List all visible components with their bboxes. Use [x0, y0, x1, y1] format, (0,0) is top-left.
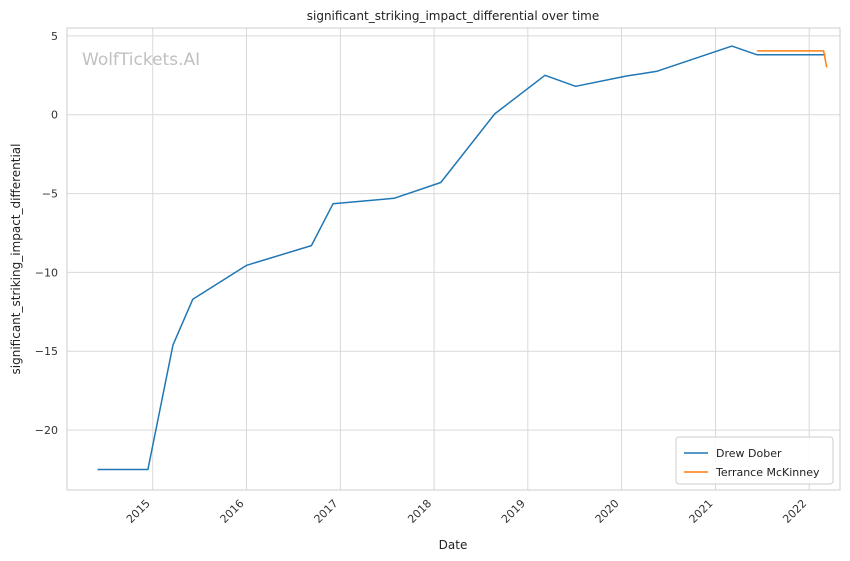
y-axis-label: significant_striking_impact_differential — [9, 144, 23, 375]
legend-label-terrance-mckinney: Terrance McKinney — [715, 466, 820, 479]
y-tick-label: −10 — [35, 266, 58, 279]
x-tick-label: 2018 — [405, 497, 434, 526]
y-axis-ticks: 5 0 −5 −10 −15 −20 — [35, 30, 58, 437]
y-tick-label: −15 — [35, 345, 58, 358]
chart-title: significant_striking_impact_differential… — [307, 9, 599, 23]
series-line-1 — [97, 45, 826, 471]
y-tick-label: −20 — [35, 424, 58, 437]
legend-label-drew-dober: Drew Dober — [716, 447, 782, 460]
x-tick-label: 2019 — [499, 497, 528, 526]
x-tick-label: 2015 — [124, 497, 153, 526]
x-tick-label: 2021 — [687, 497, 716, 526]
x-tick-label: 2020 — [593, 497, 622, 526]
plot-frame — [66, 27, 841, 491]
legend: Drew Dober Terrance McKinney — [675, 436, 834, 485]
series-layer — [97, 45, 828, 471]
watermark: WolfTickets.AI — [82, 50, 200, 70]
y-tick-label: −5 — [42, 188, 58, 201]
x-axis-label: Date — [439, 538, 468, 552]
x-axis-ticks: 2015 2016 2017 2018 2019 2020 2021 2022 — [124, 497, 809, 526]
y-tick-label: 0 — [51, 109, 58, 122]
y-tick-label: 5 — [51, 30, 58, 43]
grid-lines — [67, 28, 840, 490]
series-line-2 — [757, 50, 828, 68]
x-tick-label: 2017 — [312, 497, 341, 526]
x-tick-label: 2016 — [218, 497, 247, 526]
x-tick-label: 2022 — [780, 497, 809, 526]
legend-box — [675, 436, 834, 485]
